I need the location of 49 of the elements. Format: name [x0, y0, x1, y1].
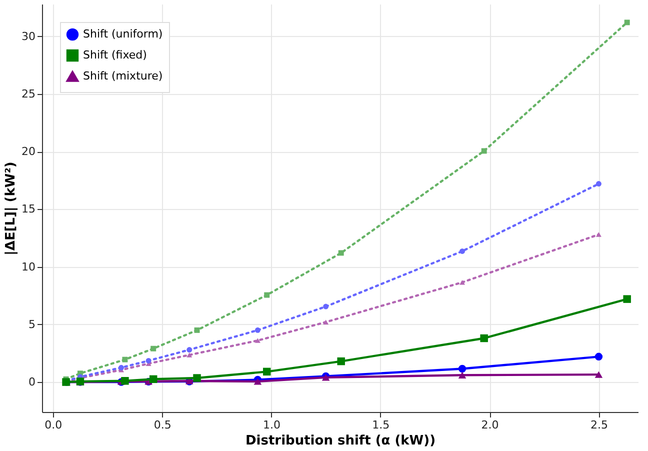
point [254, 327, 260, 333]
point [338, 250, 344, 256]
x-axis-title: Distribution shift (α (kW)) [245, 434, 436, 448]
x-tick-label: 1.0 [262, 418, 280, 432]
legend-label: Shift (fixed) [83, 48, 147, 62]
x-tick-label: 0.0 [44, 418, 62, 432]
y-tick-label: 15 [22, 202, 36, 216]
point [194, 327, 200, 333]
point [480, 334, 488, 342]
point [481, 148, 487, 154]
point [596, 232, 602, 237]
y-tick-label: 25 [22, 87, 36, 100]
x-tick-label: 0.5 [154, 418, 172, 432]
point [594, 352, 603, 361]
point [337, 357, 345, 366]
y-tick-label: 10 [22, 260, 36, 274]
point [458, 364, 466, 373]
point [460, 280, 465, 285]
point [323, 304, 329, 310]
y-tick-label: 0 [28, 376, 36, 389]
point [193, 374, 201, 382]
point [254, 378, 262, 385]
point [186, 352, 192, 358]
legend-label: Shift (uniform) [83, 28, 163, 40]
point [254, 338, 260, 343]
point [594, 371, 603, 378]
point [323, 320, 329, 324]
point [149, 375, 158, 384]
point [186, 347, 192, 352]
point [596, 181, 602, 187]
point [460, 248, 465, 254]
point [623, 295, 631, 303]
x-tick-label: 2.5 [590, 418, 608, 432]
point [264, 292, 270, 298]
x-tick-label: 1.5 [372, 418, 390, 432]
y-tick-label: 20 [22, 145, 36, 158]
point [150, 346, 156, 352]
point [121, 377, 129, 385]
legend-label: Shift (mixture) [83, 70, 163, 82]
y-axis-title: |ΔE[L]| (kW²) [4, 162, 19, 256]
point [146, 358, 152, 364]
y-tick-label: 30 [22, 30, 36, 43]
x-tick-label: 2.0 [481, 418, 499, 432]
point [118, 364, 124, 370]
point [122, 356, 128, 362]
point [624, 20, 630, 26]
point [262, 368, 271, 376]
point [458, 372, 466, 378]
y-tick-label: 5 [28, 318, 36, 331]
